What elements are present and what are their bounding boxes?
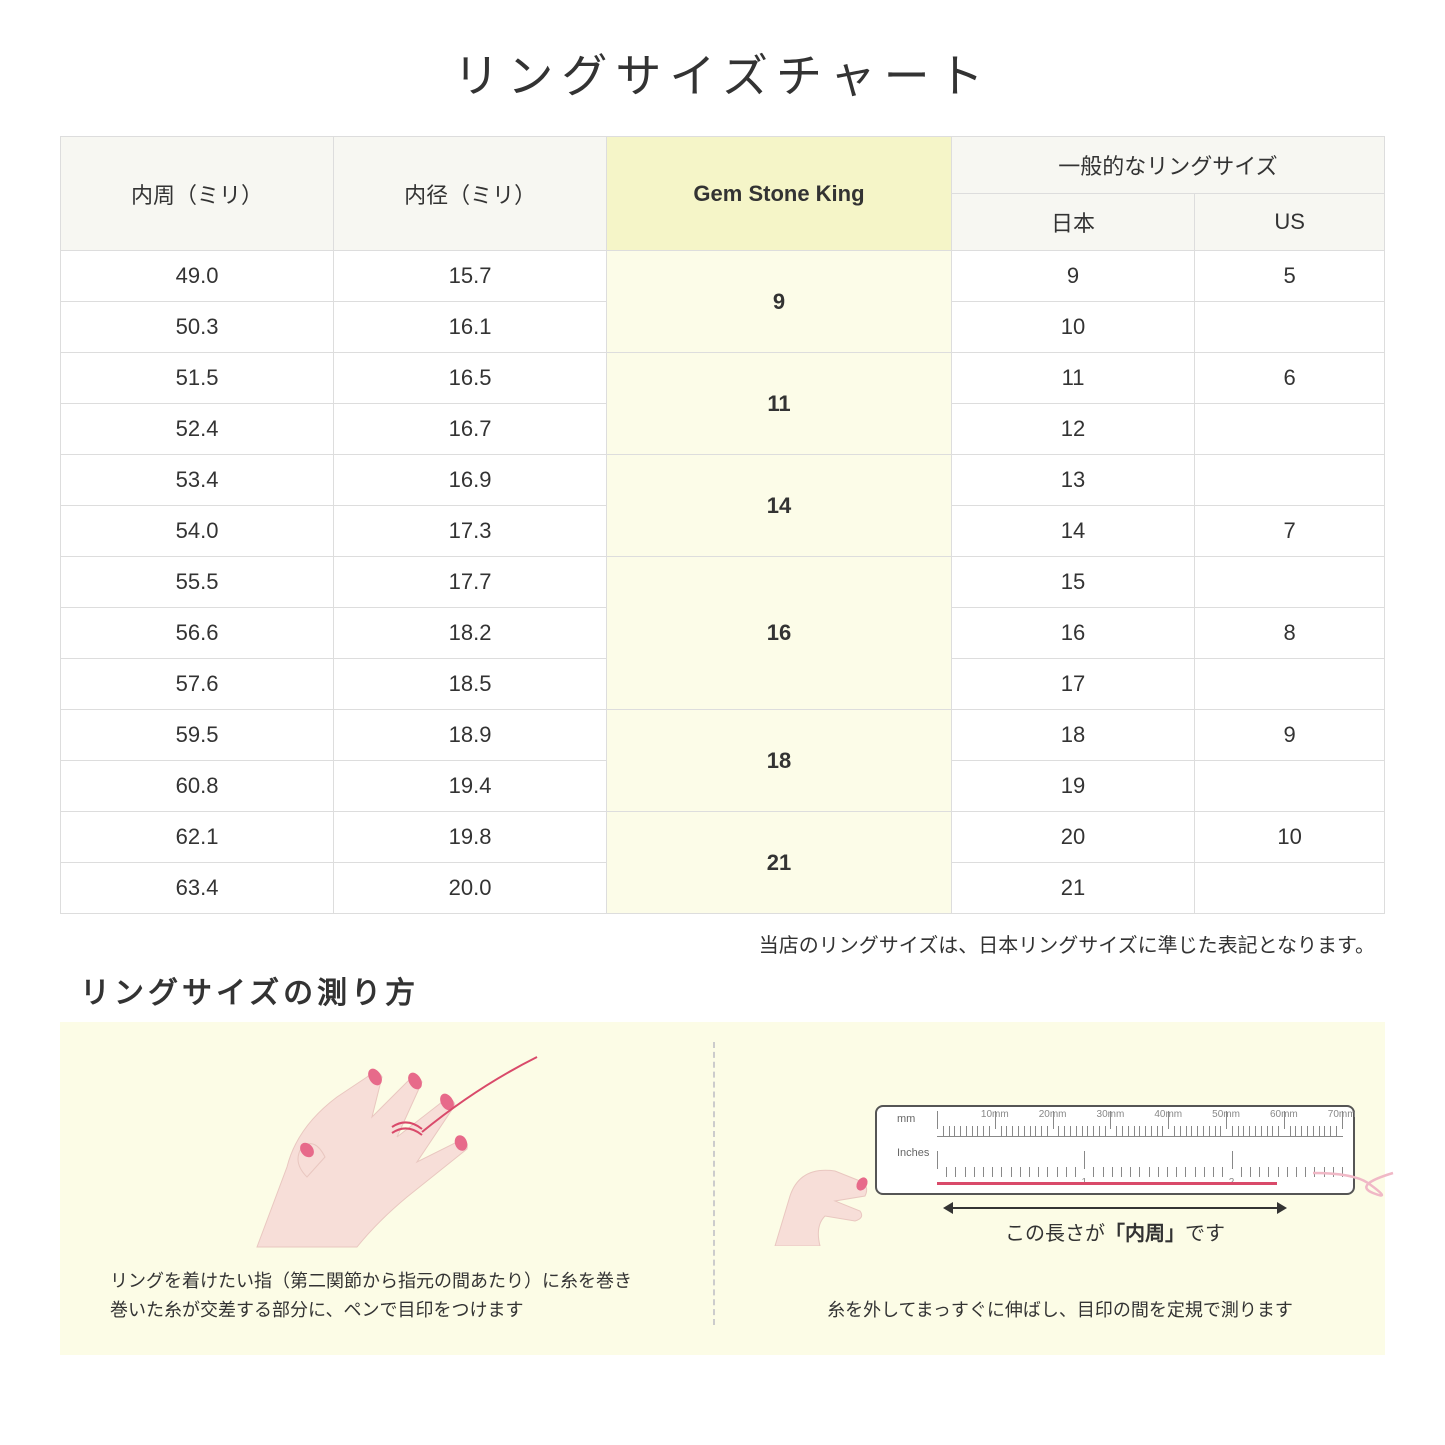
measure-title: リングサイズの測り方 [80, 968, 1385, 1012]
cell-us: 6 [1195, 353, 1385, 404]
cell-jp: 20 [951, 812, 1194, 863]
length-label: この長さが「内周」です [1005, 1217, 1225, 1246]
cell-gsk: 14 [607, 455, 952, 557]
cell-dia: 17.3 [334, 506, 607, 557]
size-chart-table: 内周（ミリ） 内径（ミリ） Gem Stone King 一般的なリングサイズ … [60, 136, 1385, 914]
cell-circ: 63.4 [61, 863, 334, 914]
cell-gsk: 9 [607, 251, 952, 353]
cell-us: 9 [1195, 710, 1385, 761]
cell-circ: 51.5 [61, 353, 334, 404]
cell-jp: 11 [951, 353, 1194, 404]
cell-dia: 15.7 [334, 251, 607, 302]
cell-gsk: 16 [607, 557, 952, 710]
cell-us [1195, 404, 1385, 455]
cell-gsk: 21 [607, 812, 952, 914]
measure-text-1a: リングを着けたい指（第二関節から指元の間あたり）に糸を巻き [90, 1267, 663, 1296]
cell-jp: 18 [951, 710, 1194, 761]
cell-circ: 53.4 [61, 455, 334, 506]
ruler-mm-label: mm [897, 1113, 915, 1125]
measure-divider [713, 1042, 715, 1325]
thread-line [937, 1182, 1277, 1185]
cell-dia: 18.2 [334, 608, 607, 659]
cell-jp: 21 [951, 863, 1194, 914]
cell-circ: 57.6 [61, 659, 334, 710]
cell-circ: 54.0 [61, 506, 334, 557]
cell-circ: 52.4 [61, 404, 334, 455]
cell-circ: 59.5 [61, 710, 334, 761]
col-us: US [1195, 194, 1385, 251]
measure-text-1b: 巻いた糸が交差する部分に、ペンで目印をつけます [90, 1296, 663, 1325]
cell-dia: 16.1 [334, 302, 607, 353]
measure-text-2: 糸を外してまっすぐに伸ばし、目印の間を定規で測ります [765, 1296, 1355, 1325]
cell-jp: 16 [951, 608, 1194, 659]
table-row: 49.015.7995 [61, 251, 1385, 302]
cell-gsk: 18 [607, 710, 952, 812]
cell-jp: 17 [951, 659, 1194, 710]
cell-us [1195, 557, 1385, 608]
cell-us [1195, 659, 1385, 710]
cell-us [1195, 455, 1385, 506]
cell-circ: 62.1 [61, 812, 334, 863]
ruler: mm Inches 10mm20mm30mm40mm50mm60mm70mm 1… [875, 1105, 1355, 1246]
col-circ: 内周（ミリ） [61, 137, 334, 251]
cell-us: 5 [1195, 251, 1385, 302]
col-jp: 日本 [951, 194, 1194, 251]
measure-step-2: mm Inches 10mm20mm30mm40mm50mm60mm70mm 1… [765, 1042, 1355, 1325]
measure-step-1: リングを着けたい指（第二関節から指元の間あたり）に糸を巻き 巻いた糸が交差する部… [90, 1042, 663, 1325]
cell-jp: 14 [951, 506, 1194, 557]
cell-circ: 50.3 [61, 302, 334, 353]
cell-circ: 60.8 [61, 761, 334, 812]
cell-dia: 18.5 [334, 659, 607, 710]
cell-us: 10 [1195, 812, 1385, 863]
cell-circ: 56.6 [61, 608, 334, 659]
cell-us [1195, 761, 1385, 812]
table-row: 62.119.8212010 [61, 812, 1385, 863]
cell-jp: 10 [951, 302, 1194, 353]
table-row: 51.516.511116 [61, 353, 1385, 404]
cell-jp: 15 [951, 557, 1194, 608]
ruler-in-label: Inches [897, 1147, 929, 1159]
cell-circ: 49.0 [61, 251, 334, 302]
cell-us [1195, 302, 1385, 353]
cell-us [1195, 863, 1385, 914]
cell-dia: 20.0 [334, 863, 607, 914]
cell-dia: 18.9 [334, 710, 607, 761]
col-dia: 内径（ミリ） [334, 137, 607, 251]
cell-us: 7 [1195, 506, 1385, 557]
cell-gsk: 11 [607, 353, 952, 455]
ruler-illustration: mm Inches 10mm20mm30mm40mm50mm60mm70mm 1… [765, 1071, 1355, 1281]
cell-jp: 9 [951, 251, 1194, 302]
table-row: 53.416.91413 [61, 455, 1385, 506]
cell-dia: 16.5 [334, 353, 607, 404]
cell-dia: 16.9 [334, 455, 607, 506]
measure-area: リングを着けたい指（第二関節から指元の間あたり）に糸を巻き 巻いた糸が交差する部… [60, 1022, 1385, 1355]
table-row: 55.517.71615 [61, 557, 1385, 608]
cell-dia: 17.7 [334, 557, 607, 608]
col-gsk: Gem Stone King [607, 137, 952, 251]
cell-dia: 19.4 [334, 761, 607, 812]
cell-dia: 16.7 [334, 404, 607, 455]
cell-us: 8 [1195, 608, 1385, 659]
page-title: リングサイズチャート [60, 40, 1385, 106]
col-general: 一般的なリングサイズ [951, 137, 1384, 194]
length-arrow [945, 1207, 1285, 1209]
hand-wrap-illustration [90, 1042, 663, 1252]
cell-circ: 55.5 [61, 557, 334, 608]
cell-jp: 13 [951, 455, 1194, 506]
cell-jp: 12 [951, 404, 1194, 455]
table-row: 59.518.918189 [61, 710, 1385, 761]
cell-dia: 19.8 [334, 812, 607, 863]
size-note: 当店のリングサイズは、日本リングサイズに準じた表記となります。 [60, 929, 1375, 958]
cell-jp: 19 [951, 761, 1194, 812]
